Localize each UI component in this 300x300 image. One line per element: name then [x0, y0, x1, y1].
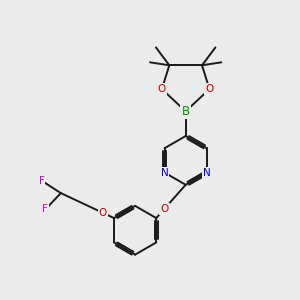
- Text: O: O: [158, 84, 166, 94]
- Text: O: O: [205, 84, 214, 94]
- Text: N: N: [203, 168, 211, 178]
- Text: O: O: [99, 208, 107, 218]
- Text: N: N: [161, 168, 168, 178]
- Text: F: F: [39, 176, 44, 186]
- Text: O: O: [160, 204, 169, 214]
- Text: B: B: [182, 105, 190, 118]
- Text: F: F: [42, 204, 48, 214]
